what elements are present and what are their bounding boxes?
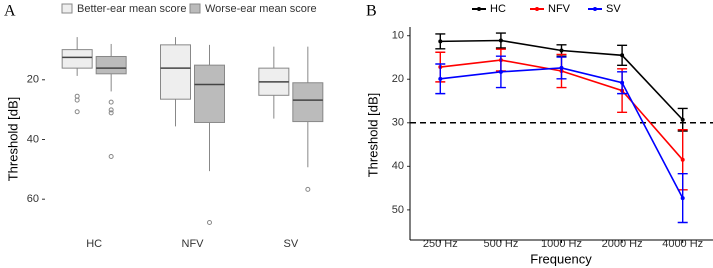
legend-marker <box>593 7 597 11</box>
legend-label: SV <box>606 3 621 15</box>
y-tick-label: 50 <box>392 204 404 216</box>
box <box>160 44 191 100</box>
box <box>194 64 225 123</box>
panel-label: A <box>4 3 16 20</box>
outlier <box>74 97 80 103</box>
outlier <box>305 186 311 192</box>
x-tick-label: 500 Hz <box>483 238 518 250</box>
legend-marker <box>477 7 481 11</box>
x-tick-label: 250 Hz <box>423 238 458 250</box>
y-tick-label: 30 <box>392 117 404 129</box>
panel-label: B <box>366 3 377 20</box>
y-axis-title: Threshold [dB] <box>365 93 380 178</box>
outlier <box>108 107 114 113</box>
point <box>438 39 443 44</box>
point <box>498 69 503 74</box>
point <box>680 157 685 162</box>
box <box>95 55 127 75</box>
legend-label: NFV <box>548 3 571 15</box>
y-tick-label: 20 <box>27 74 39 86</box>
box <box>61 49 93 69</box>
legend-label: HC <box>490 3 506 15</box>
legend-marker <box>535 7 539 11</box>
point <box>559 65 564 70</box>
x-tick-label: 2000 Hz <box>602 238 643 250</box>
x-tick-label: 4000 Hz <box>662 238 703 250</box>
point <box>620 80 625 85</box>
y-axis-title: Threshold [dB] <box>5 97 20 182</box>
point <box>498 38 503 43</box>
point <box>620 53 625 58</box>
y-tick-label: 40 <box>392 160 404 172</box>
outlier <box>108 110 114 116</box>
point <box>680 117 685 122</box>
y-tick-label: 10 <box>392 30 404 42</box>
x-tick-label: SV <box>283 238 298 250</box>
x-tick-label: HC <box>86 238 102 250</box>
legend-label: Worse-ear mean score <box>205 3 317 15</box>
x-axis-title: Frequency <box>530 251 592 266</box>
x-tick-label: 1000 Hz <box>541 238 582 250</box>
outlier <box>108 99 114 105</box>
legend-label: Better-ear mean score <box>77 3 186 15</box>
point <box>559 48 564 53</box>
y-tick-label: 60 <box>27 193 39 205</box>
outlier <box>108 154 114 160</box>
x-tick-label: NFV <box>182 238 205 250</box>
y-tick-label: 20 <box>392 73 404 85</box>
point <box>680 196 685 201</box>
box <box>292 82 324 123</box>
legend-swatch <box>189 3 201 14</box>
outlier <box>207 219 212 225</box>
legend-swatch <box>61 3 73 14</box>
y-tick-label: 40 <box>27 133 39 145</box>
outlier <box>74 109 80 115</box>
point <box>438 76 443 81</box>
